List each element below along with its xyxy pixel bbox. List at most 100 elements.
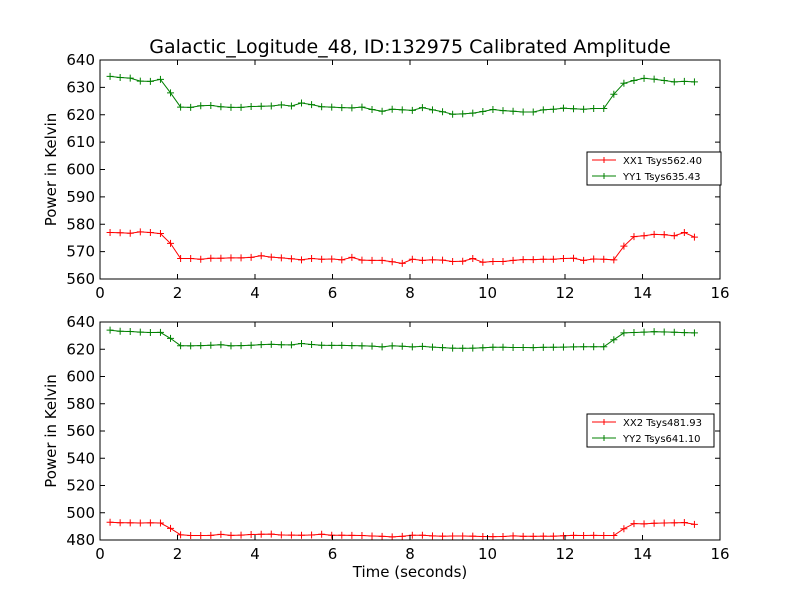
data-point [348,342,356,350]
data-point [549,343,557,351]
data-point [660,77,668,85]
x-tick-label: 16 [710,284,729,302]
data-point [449,532,457,540]
data-point [197,342,205,350]
data-point [570,343,578,351]
data-point [378,107,386,115]
data-point [519,108,527,116]
data-point [146,519,154,527]
data-point [469,344,477,352]
data-point [570,254,578,262]
data-point [529,108,537,116]
data-point [348,253,356,261]
data-point [559,254,567,262]
y-tick-label: 580 [66,395,95,413]
data-point [328,103,336,111]
data-point [197,532,205,540]
data-point [217,103,225,111]
data-point [640,74,648,82]
data-point [580,532,588,540]
data-point [287,255,295,263]
data-point [479,107,487,115]
data-point [640,520,648,528]
data-point [610,256,618,264]
data-point [167,89,175,97]
legend-marker [601,157,607,163]
data-point [439,344,447,352]
data-point [398,342,406,350]
data-point [469,109,477,117]
x-tick-label: 8 [405,545,415,563]
y-tick-label: 590 [66,188,95,206]
data-point [237,531,245,539]
x-tick-label: 10 [478,284,497,302]
data-point [358,342,366,350]
data-point [590,255,598,263]
legend-marker [601,173,607,179]
data-point [338,104,346,112]
data-point [328,341,336,349]
y-tick-label: 620 [66,106,95,124]
data-point [479,258,487,266]
data-point [277,101,285,109]
data-point [308,340,316,348]
data-point [559,532,567,540]
data-point [650,230,658,238]
x-tick-label: 4 [250,545,260,563]
data-point [620,525,628,533]
data-point [227,254,235,262]
data-point [378,532,386,540]
data-point [509,256,517,264]
x-tick-label: 0 [95,284,105,302]
data-point [660,231,668,239]
data-point [610,336,618,344]
legend-label: XX1 Tsys562.40 [623,156,702,167]
data-point [237,103,245,111]
data-point [670,519,678,527]
data-point [449,110,457,118]
data-point [116,327,124,335]
data-point [217,254,225,262]
data-point [690,329,698,337]
data-point [338,341,346,349]
legend: XX2 Tsys481.93 YY2 Tsys641.10 [586,413,715,448]
data-point [509,107,517,115]
data-point [459,110,467,118]
y-tick-label: 540 [66,449,95,467]
data-point [247,531,255,539]
data-point [257,341,265,349]
data-point [388,342,396,350]
data-point [459,532,467,540]
data-point [146,77,154,85]
bottom-panel: 0 2 4 6 8 10 12 14 16 480 500 520 540 560 580 600 620 640… [42,313,730,563]
data-point [610,532,618,540]
data-point [388,258,396,266]
data-point [439,532,447,540]
data-point [378,256,386,264]
data-point [479,532,487,540]
data-point [408,343,416,351]
data-point [539,532,547,540]
data-point [570,105,578,113]
data-point [549,255,557,263]
data-point [116,519,124,527]
data-point [630,233,638,241]
data-point [116,74,124,82]
data-point [549,532,557,540]
data-point [338,531,346,539]
data-point [650,328,658,336]
y-tick-label: 600 [66,161,95,179]
data-point [187,254,195,262]
data-point [388,533,396,541]
data-point [328,531,336,539]
data-point [177,342,185,350]
data-point [670,78,678,86]
data-point [499,343,507,351]
y-tick-label: 630 [66,78,95,96]
data-point [287,341,295,349]
y-tick-label: 520 [66,477,95,495]
top-panel: 0 2 4 6 8 10 12 14 16 560 570 580 590 600 610 620 630 640… [42,51,730,302]
x-tick-label: 6 [328,284,338,302]
y-axis-title: Power in Kelvin [42,113,60,227]
